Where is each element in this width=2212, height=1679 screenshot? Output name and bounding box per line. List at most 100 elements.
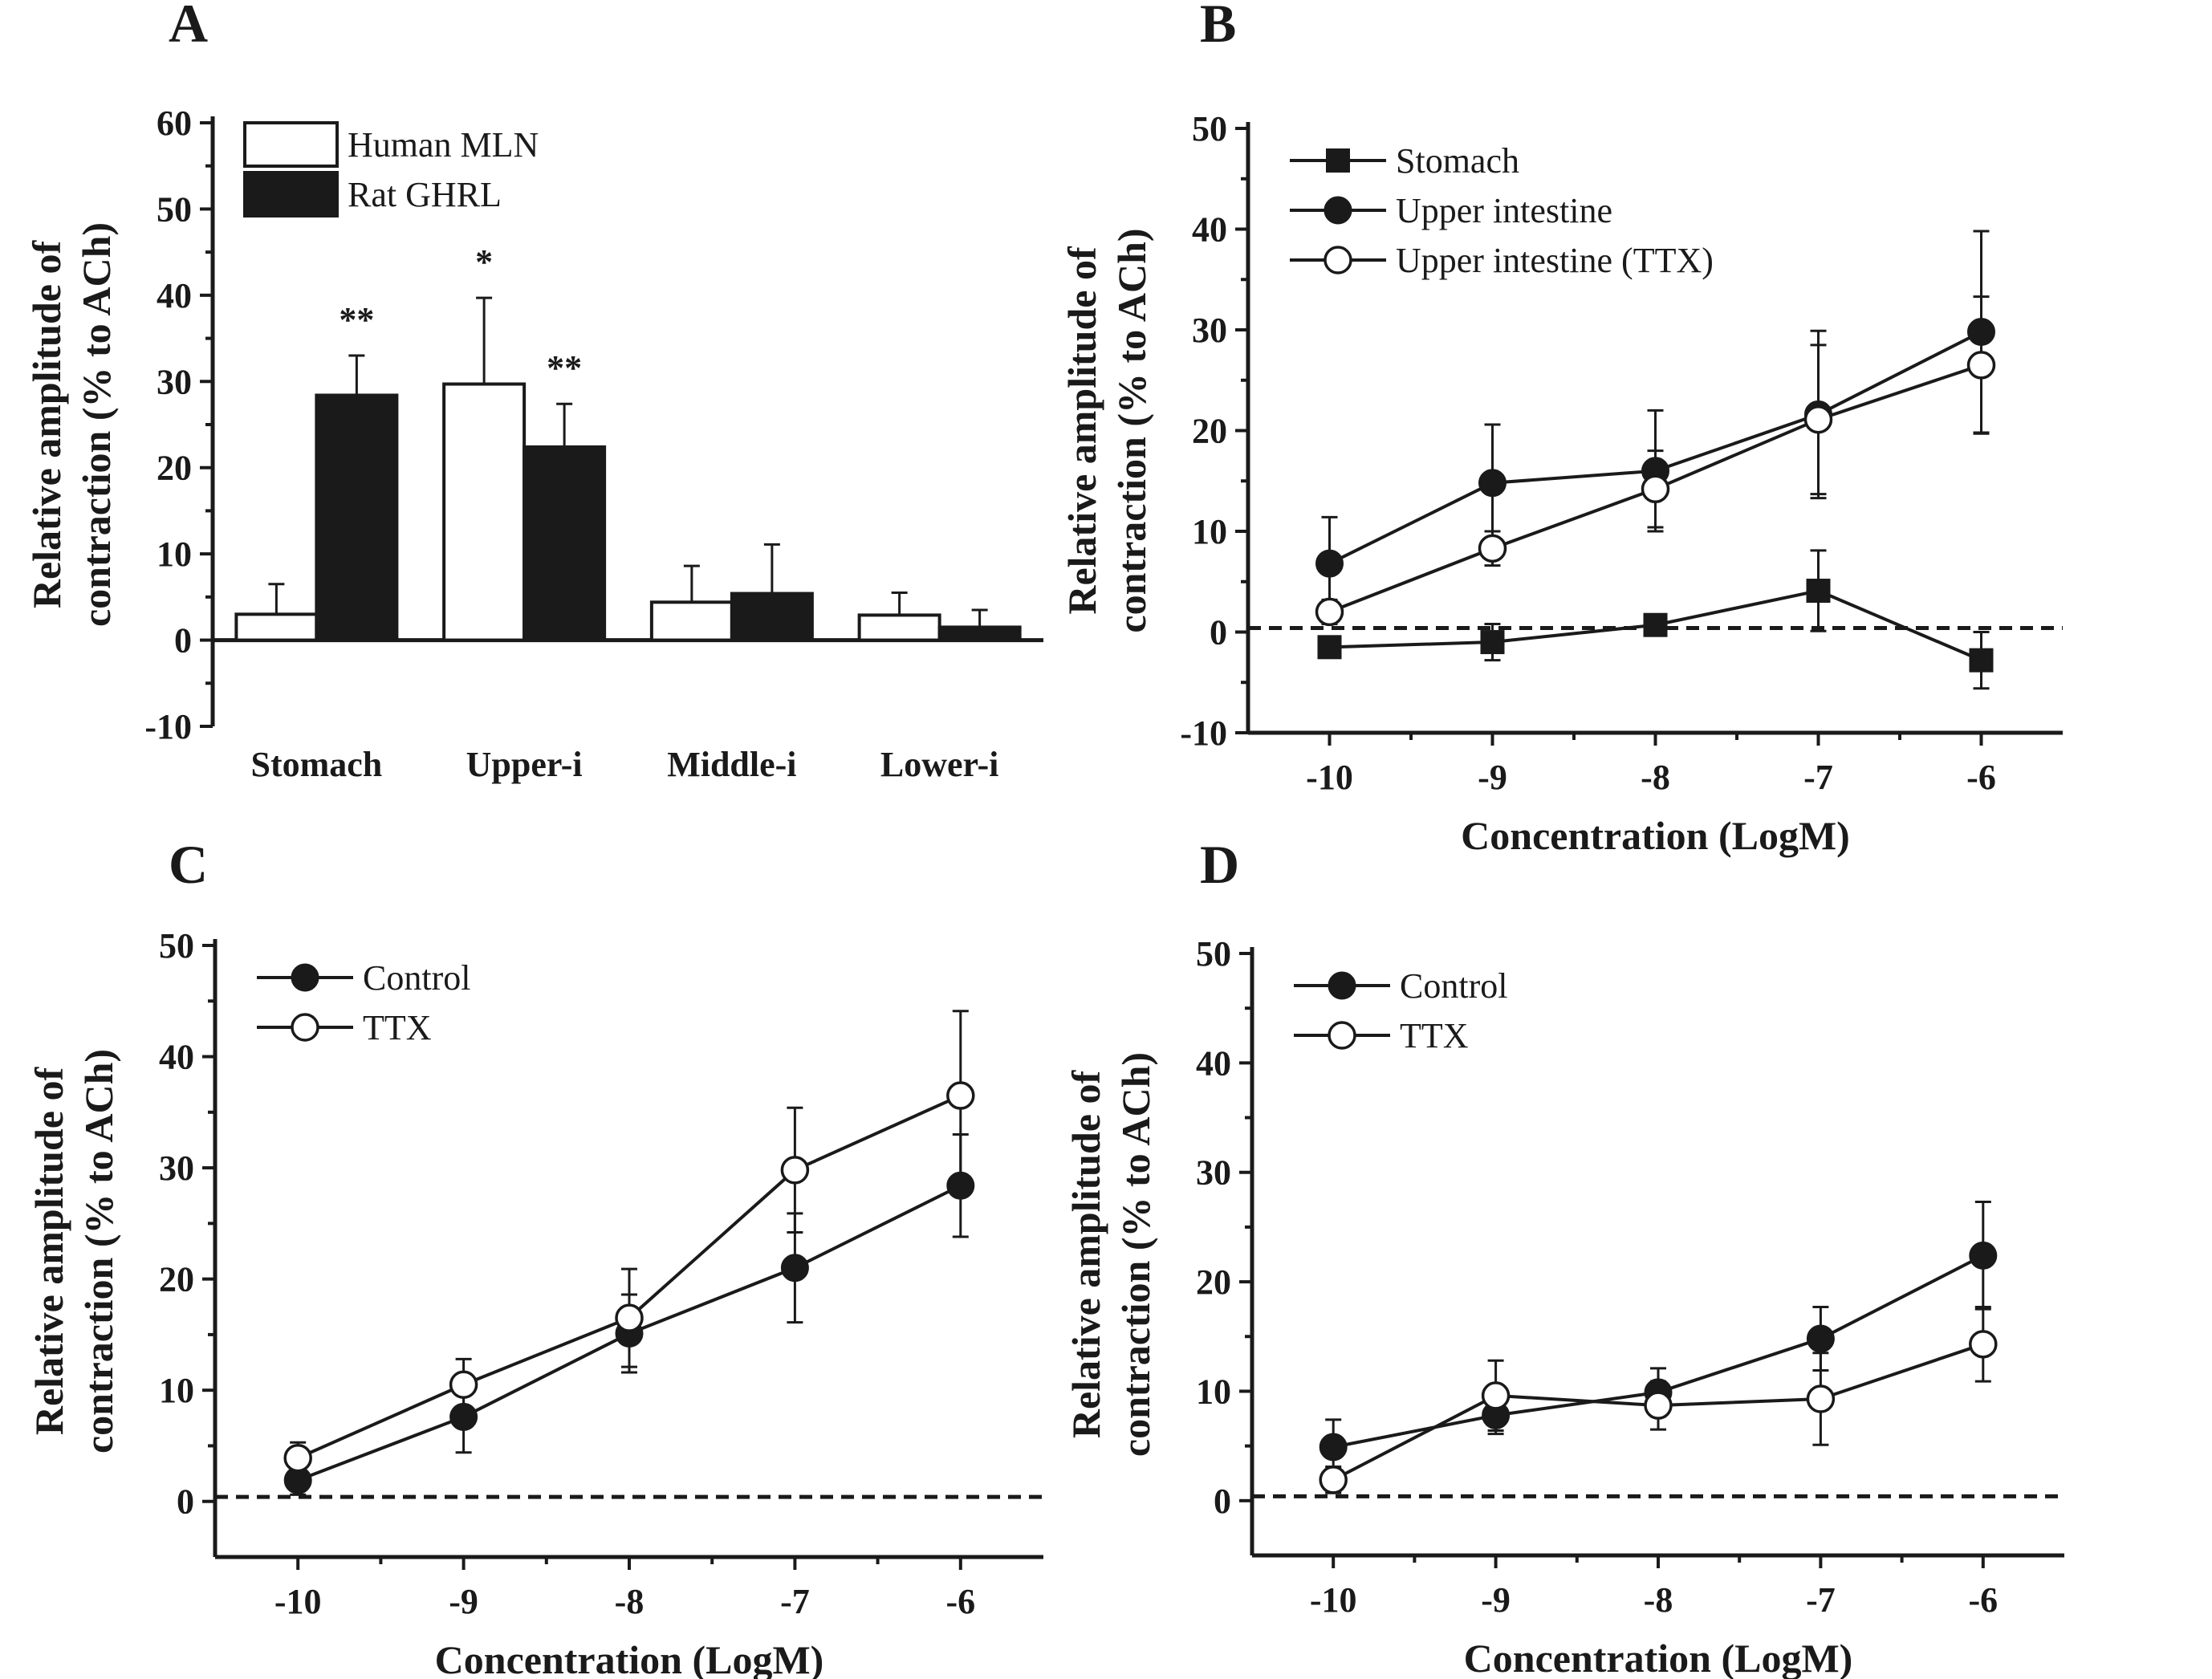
bar bbox=[730, 592, 814, 642]
y-axis-title: Relative amplitude of bbox=[24, 240, 69, 609]
bar bbox=[649, 600, 734, 642]
panel-letter: D bbox=[1200, 834, 1239, 895]
y-axis-title: contraction (% to ACh) bbox=[74, 222, 119, 627]
data-point bbox=[946, 1081, 975, 1110]
data-point bbox=[1478, 534, 1507, 563]
x-tick-label: -7 bbox=[780, 1582, 810, 1621]
x-axis-title: Concentration (LogM) bbox=[435, 1637, 824, 1679]
panel-b: B -10 0 10 20 30 40 50 Relative amplitude of cont… bbox=[1059, 0, 2063, 858]
bar bbox=[315, 393, 399, 642]
x-category-label: Lower-i bbox=[880, 745, 998, 784]
x-tick-label: -9 bbox=[449, 1582, 478, 1621]
y-tick-label: 0 bbox=[177, 1482, 194, 1522]
x-axis-title: Concentration (LogM) bbox=[1464, 1636, 1853, 1679]
y-tick-label: -10 bbox=[144, 707, 192, 746]
data-point bbox=[1328, 971, 1356, 1000]
y-tick-label: 30 bbox=[1196, 1153, 1231, 1193]
data-point bbox=[1317, 635, 1342, 660]
data-point bbox=[1326, 148, 1350, 173]
y-axis-title: contraction (% to ACh) bbox=[1109, 228, 1154, 632]
x-tick-label: -8 bbox=[1641, 758, 1670, 797]
y-axis-title: contraction (% to ACh) bbox=[76, 1049, 121, 1453]
x-tick-label: -10 bbox=[1306, 758, 1353, 797]
data-point bbox=[1803, 405, 1833, 434]
data-point bbox=[1478, 469, 1507, 498]
data-point bbox=[1643, 612, 1668, 637]
legend-label: Control bbox=[363, 958, 470, 998]
x-category-label: Middle-i bbox=[667, 745, 796, 784]
x-tick-label: -6 bbox=[1968, 1580, 1998, 1620]
data-point bbox=[1644, 1391, 1673, 1420]
legend-label: TTX bbox=[1400, 1016, 1469, 1055]
data-point bbox=[1319, 1433, 1348, 1462]
data-point bbox=[291, 1013, 319, 1042]
y-tick-label: 10 bbox=[1196, 1372, 1231, 1411]
legend-swatch bbox=[243, 121, 339, 168]
y-axis-title: Relative amplitude of bbox=[1063, 1070, 1108, 1439]
x-axis-title: Concentration (LogM) bbox=[1461, 813, 1850, 858]
y-tick-label: 20 bbox=[157, 449, 192, 488]
y-tick-label: 30 bbox=[159, 1148, 194, 1188]
x-tick-label: -10 bbox=[1310, 1580, 1357, 1620]
data-point bbox=[1319, 1466, 1348, 1494]
significance-label: ** bbox=[547, 348, 582, 388]
bar bbox=[523, 445, 607, 642]
legend-label: Human MLN bbox=[348, 125, 539, 165]
legend-label: Rat GHRL bbox=[348, 175, 502, 214]
panel-letter: B bbox=[1200, 0, 1236, 54]
y-tick-label: 50 bbox=[1196, 934, 1231, 974]
bar bbox=[234, 612, 319, 642]
y-tick-label: 40 bbox=[1196, 1043, 1231, 1083]
y-tick-label: 10 bbox=[159, 1371, 194, 1410]
data-point bbox=[780, 1156, 810, 1185]
significance-label: ** bbox=[339, 300, 374, 339]
y-tick-label: 0 bbox=[1210, 613, 1227, 652]
data-point bbox=[1969, 1241, 1998, 1270]
y-tick-label: 10 bbox=[157, 535, 192, 574]
x-tick-label: -7 bbox=[1806, 1580, 1836, 1620]
y-tick-label: 50 bbox=[157, 189, 192, 229]
x-tick-label: -8 bbox=[1644, 1580, 1673, 1620]
x-tick-label: -9 bbox=[1481, 1580, 1511, 1620]
y-tick-label: 10 bbox=[1192, 512, 1227, 551]
x-tick-label: -7 bbox=[1803, 758, 1833, 797]
data-point bbox=[1324, 246, 1352, 274]
data-point bbox=[291, 963, 319, 992]
data-point bbox=[1641, 474, 1670, 504]
x-category-label: Stomach bbox=[250, 745, 382, 784]
data-point bbox=[1315, 597, 1344, 627]
legend-swatch bbox=[243, 171, 339, 217]
data-point bbox=[780, 1254, 809, 1283]
x-tick-label: -6 bbox=[1966, 758, 1996, 797]
significance-label: * bbox=[475, 242, 493, 282]
y-tick-label: 50 bbox=[1192, 109, 1227, 148]
x-category-label: Upper-i bbox=[466, 745, 583, 784]
data-point bbox=[1966, 351, 1996, 380]
panel-letter: A bbox=[169, 0, 208, 54]
x-tick-label: -6 bbox=[945, 1582, 975, 1621]
y-tick-label: 40 bbox=[1192, 210, 1227, 250]
y-tick-label: 0 bbox=[174, 621, 192, 661]
bar bbox=[857, 613, 941, 642]
y-tick-label: -10 bbox=[1180, 713, 1227, 753]
x-tick-label: -10 bbox=[274, 1582, 322, 1621]
y-tick-label: 60 bbox=[157, 104, 192, 143]
panel-c: C 0 10 20 30 40 50 Relative amplitude of contrac… bbox=[26, 834, 1043, 1679]
bar bbox=[442, 382, 527, 642]
y-axis-title: contraction (% to ACh) bbox=[1113, 1052, 1158, 1457]
y-axis-title: Relative amplitude of bbox=[26, 1067, 71, 1436]
data-point bbox=[1328, 1021, 1356, 1050]
data-point bbox=[283, 1443, 312, 1473]
y-tick-label: 0 bbox=[1214, 1482, 1231, 1521]
data-point bbox=[1969, 1330, 1998, 1359]
y-tick-label: 30 bbox=[1192, 311, 1227, 350]
y-tick-label: 40 bbox=[157, 276, 192, 315]
legend-label: Upper intestine (TTX) bbox=[1396, 241, 1714, 280]
legend-label: Stomach bbox=[1396, 141, 1519, 181]
data-point bbox=[1481, 1381, 1511, 1410]
x-tick-label: -8 bbox=[615, 1582, 644, 1621]
panel-a: A -10 0 10 20 30 40 50 60 Relative amplitude of co… bbox=[24, 0, 1043, 784]
y-tick-label: 50 bbox=[159, 926, 194, 966]
bar bbox=[937, 625, 1022, 642]
data-point bbox=[1969, 648, 1994, 673]
